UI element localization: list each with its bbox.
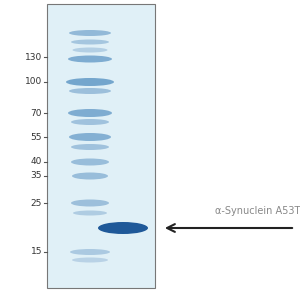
Text: 25: 25: [31, 199, 42, 207]
Bar: [47, 4, 155, 288]
Ellipse shape: [71, 200, 109, 207]
Ellipse shape: [68, 109, 112, 117]
Text: 70: 70: [31, 109, 42, 118]
Ellipse shape: [69, 133, 111, 141]
Ellipse shape: [72, 173, 108, 179]
Ellipse shape: [70, 249, 110, 255]
Ellipse shape: [73, 210, 107, 215]
Ellipse shape: [69, 88, 111, 94]
Ellipse shape: [71, 158, 109, 165]
Ellipse shape: [71, 144, 109, 150]
Text: 55: 55: [31, 133, 42, 141]
Ellipse shape: [98, 222, 148, 234]
Ellipse shape: [68, 56, 112, 62]
Ellipse shape: [71, 39, 109, 44]
Text: 130: 130: [25, 52, 42, 62]
Text: 35: 35: [31, 171, 42, 181]
Ellipse shape: [72, 258, 108, 263]
Ellipse shape: [73, 47, 107, 52]
Text: 40: 40: [31, 157, 42, 166]
Ellipse shape: [66, 78, 114, 86]
Ellipse shape: [69, 30, 111, 36]
Text: 100: 100: [25, 78, 42, 86]
Text: MW: MW: [20, 0, 42, 2]
Text: 15: 15: [31, 247, 42, 257]
Text: α-Synuclein A53T: α-Synuclein A53T: [214, 206, 300, 216]
Ellipse shape: [71, 119, 109, 125]
